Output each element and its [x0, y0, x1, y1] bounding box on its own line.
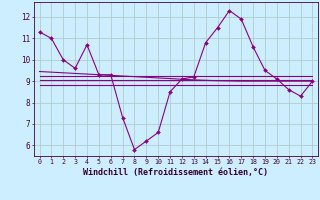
X-axis label: Windchill (Refroidissement éolien,°C): Windchill (Refroidissement éolien,°C) [84, 168, 268, 177]
